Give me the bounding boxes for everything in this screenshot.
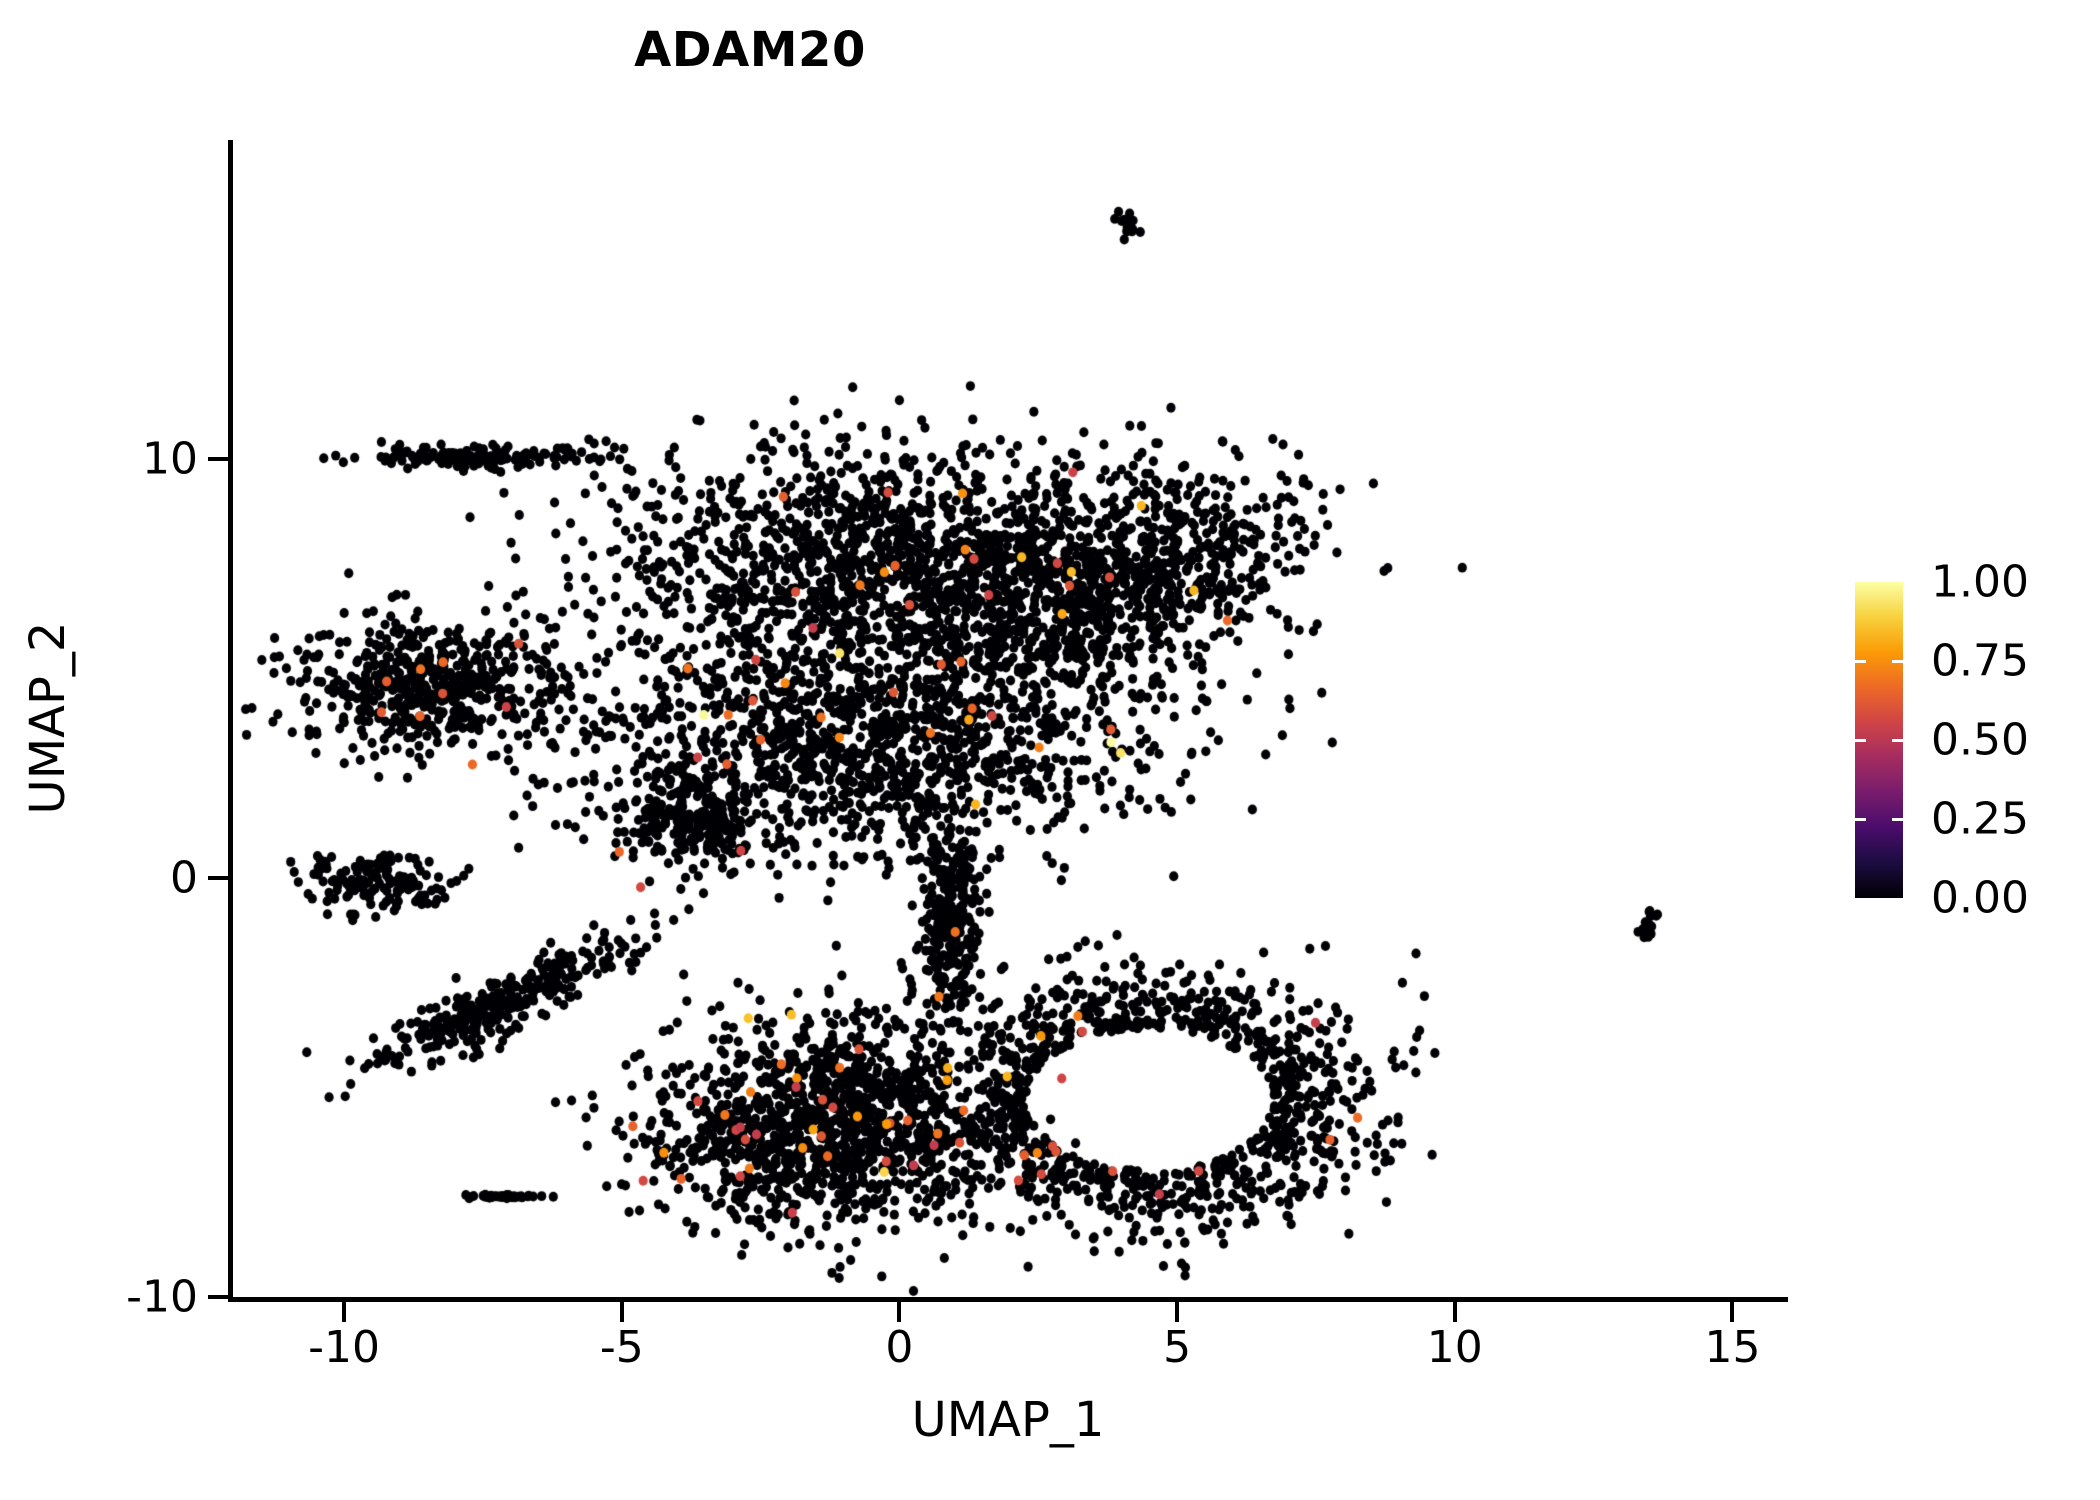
colorbar-tick-label: 0.75 <box>1931 635 2029 687</box>
colorbar-tick-mark <box>1855 659 1866 663</box>
x-tick-label: 0 <box>885 1322 914 1373</box>
colorbar-tick-label: 0.25 <box>1931 793 2029 845</box>
y-tick-mark <box>208 1295 228 1299</box>
colorbar-tick-label: 1.00 <box>1931 556 2029 608</box>
y-tick-mark <box>208 456 228 461</box>
x-tick-label: -5 <box>599 1322 644 1373</box>
colorbar-tick-mark <box>1892 738 1903 742</box>
x-tick-mark <box>897 1302 902 1322</box>
y-tick-mark <box>208 875 228 880</box>
scatter-plot-canvas <box>233 140 1788 1300</box>
x-axis-label: UMAP_1 <box>911 1392 1105 1448</box>
colorbar-tick-label: 0.50 <box>1931 714 2029 766</box>
y-tick-label: 0 <box>170 852 198 904</box>
y-axis-label: UMAP_2 <box>20 621 76 815</box>
x-tick-mark <box>1452 1302 1457 1322</box>
y-tick-label: -10 <box>126 1271 198 1323</box>
colorbar-tick-mark <box>1855 738 1866 742</box>
colorbar-tick-mark <box>1855 817 1866 821</box>
page-title: ADAM20 <box>634 22 866 78</box>
colorbar-tick-mark <box>1892 659 1903 663</box>
x-tick-mark <box>1730 1302 1735 1322</box>
x-tick-mark <box>342 1302 347 1322</box>
x-tick-mark <box>619 1302 624 1322</box>
x-tick-label: 5 <box>1163 1322 1192 1373</box>
x-tick-label: -10 <box>308 1322 380 1373</box>
y-axis-spine <box>228 140 233 1302</box>
x-tick-mark <box>1175 1302 1180 1322</box>
x-axis-spine <box>228 1297 1788 1302</box>
x-tick-label: 15 <box>1704 1322 1761 1373</box>
y-tick-label: 10 <box>142 433 198 485</box>
colorbar-tick-mark <box>1892 817 1903 821</box>
x-tick-label: 10 <box>1426 1322 1483 1373</box>
colorbar-tick-label: 0.00 <box>1931 872 2029 924</box>
